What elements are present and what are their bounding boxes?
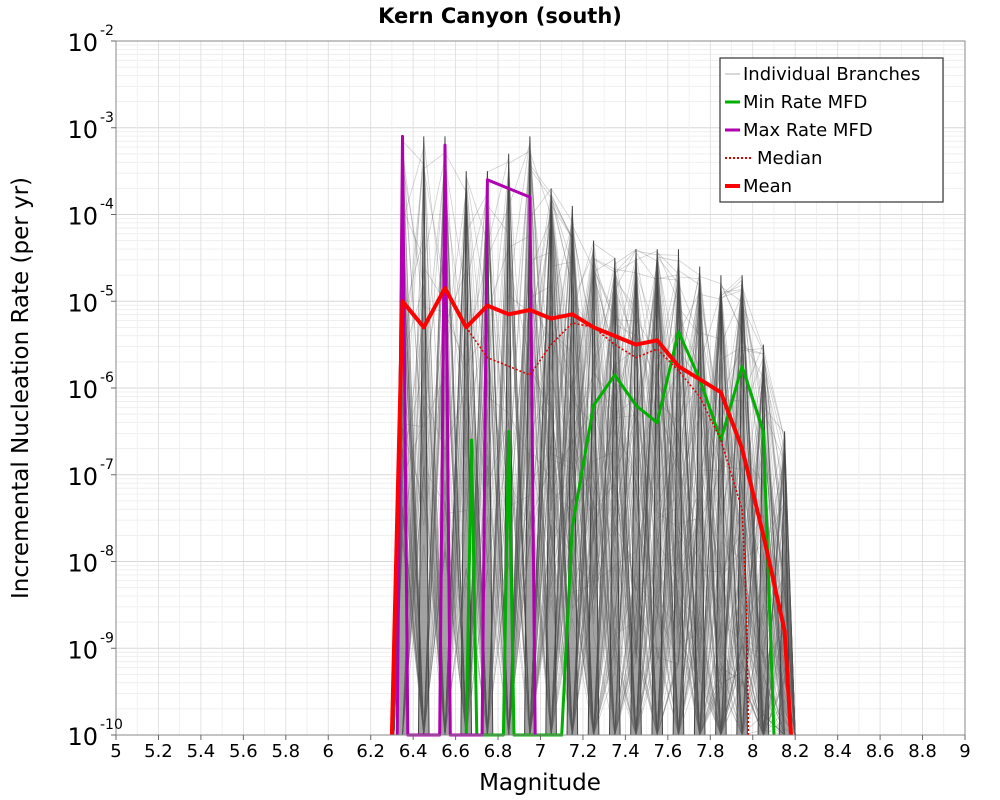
y-tick-label: 10 (67, 29, 98, 57)
legend-label: Median (757, 148, 822, 169)
x-tick-label: 6.8 (484, 741, 513, 762)
median-line (391, 287, 750, 736)
x-tick-label: 7.6 (654, 741, 683, 762)
legend: Individual Branches Min Rate MFD Max Rate … (719, 57, 944, 203)
branch-spike (693, 266, 706, 736)
x-tick-label: 6.2 (356, 741, 385, 762)
x-tick-label: 6.6 (441, 741, 470, 762)
y-tick-label: 10 (67, 723, 98, 751)
y-tick-exponent: -10 (100, 717, 123, 733)
grid (115, 40, 966, 736)
x-tick-label: 6 (323, 741, 334, 762)
y-tick-exponent: -6 (100, 370, 114, 386)
x-tick-label: 7.8 (696, 741, 725, 762)
legend-label: Min Rate MFD (743, 92, 867, 113)
branch-spike (587, 240, 600, 736)
branch-spike (417, 136, 430, 736)
x-axis-label: Magnitude (479, 770, 601, 796)
x-tick-label: 8 (747, 741, 758, 762)
y-tick-exponent: -4 (100, 197, 114, 213)
branch-spike (672, 249, 685, 736)
legend-label: Individual Branches (743, 64, 920, 85)
y-ticks: 10-210-310-410-510-610-710-810-910-10 (67, 23, 122, 751)
y-tick-label: 10 (67, 116, 98, 144)
y-tick-label: 10 (67, 636, 98, 664)
x-tick-label: 8.4 (823, 741, 852, 762)
y-tick-label: 10 (67, 203, 98, 231)
y-tick-label: 10 (67, 289, 98, 317)
x-tick-label: 5.6 (229, 741, 258, 762)
x-tick-label: 7.2 (569, 741, 598, 762)
legend-label: Mean (743, 176, 792, 197)
branch-spike (545, 188, 557, 736)
x-ticks: 5 5.2 5.4 5.6 5.8 6 6.2 6.4 6.6 6.8 7 7.2 7.4 7.6 7.8 8… (110, 735, 971, 762)
max-rate-mfd-line (395, 134, 537, 737)
x-tick-label: 7.4 (611, 741, 640, 762)
y-tick-label: 10 (67, 376, 98, 404)
x-tick-label: 5.4 (187, 741, 216, 762)
x-tick-label: 5.8 (271, 741, 300, 762)
x-tick-label: 7 (535, 741, 546, 762)
x-tick-label: 8.6 (866, 741, 895, 762)
legend-box (719, 57, 944, 203)
y-tick-exponent: -5 (100, 283, 114, 299)
x-tick-label: 5.2 (144, 741, 173, 762)
branch-spike (630, 249, 642, 736)
y-tick-exponent: -7 (100, 457, 114, 473)
x-tick-label: 9 (959, 741, 970, 762)
y-axis-label: Incremental Nucleation Rate (per yr) (8, 177, 34, 599)
chart-title: Kern Canyon (south) (378, 4, 622, 28)
branch-spike (651, 249, 664, 736)
y-tick-exponent: -9 (100, 630, 114, 646)
mean-line (389, 286, 793, 736)
x-tick-label: 5 (110, 741, 121, 762)
branch-spike (715, 275, 727, 736)
y-tick-exponent: -8 (100, 544, 114, 560)
x-tick-label: 8.2 (781, 741, 810, 762)
legend-label: Max Rate MFD (743, 120, 873, 141)
y-tick-exponent: -3 (100, 110, 114, 126)
y-tick-label: 10 (67, 463, 98, 491)
x-tick-label: 6.4 (399, 741, 428, 762)
x-tick-label: 8.8 (908, 741, 937, 762)
y-tick-exponent: -2 (100, 23, 114, 39)
y-tick-label: 10 (67, 550, 98, 578)
branch-spike (608, 257, 621, 736)
